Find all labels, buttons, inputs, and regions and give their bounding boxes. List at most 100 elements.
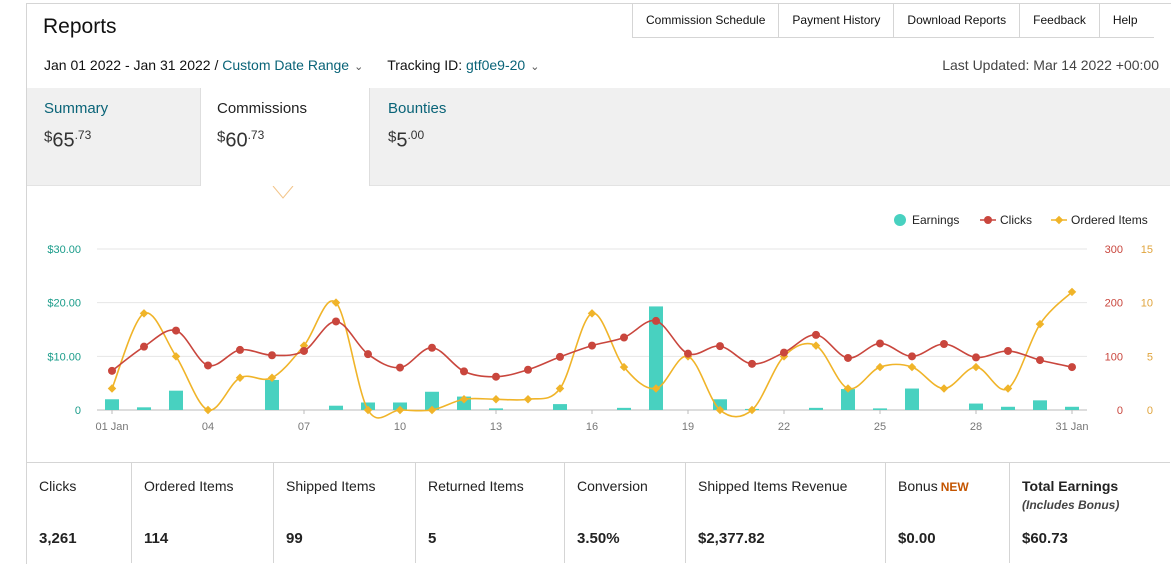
clicks-point (652, 316, 660, 325)
chevron-down-icon: ⌄ (354, 61, 364, 73)
y-left-tick-label: $30.00 (47, 244, 81, 256)
clicks-point (460, 367, 468, 376)
chevron-down-icon: ⌄ (530, 61, 540, 73)
earnings-bar (1033, 400, 1047, 410)
download-reports-link[interactable]: Download Reports (894, 3, 1021, 37)
y-right-items-tick-label: 15 (1141, 244, 1153, 256)
clicks-point (1004, 346, 1012, 355)
y-right-items-tick-label: 5 (1147, 351, 1153, 363)
clicks-point (204, 361, 212, 370)
stat-label: Clicks (39, 478, 77, 494)
stat-label: Conversion (577, 478, 648, 494)
clicks-point (908, 352, 916, 361)
commission-schedule-link[interactable]: Commission Schedule (633, 3, 780, 37)
ordered-items-point (523, 395, 533, 404)
earnings-bar (489, 408, 503, 410)
ordered-items-point (1035, 319, 1045, 329)
stats-row: Clicks 3,261 Ordered Items 114 Shipped I… (27, 462, 1170, 563)
clicks-point (588, 341, 596, 350)
ordered-items-point (235, 373, 245, 383)
tracking-id-label: Tracking ID: (387, 57, 463, 73)
clicks-point (812, 330, 820, 339)
clicks-point (492, 372, 500, 381)
clicks-point (1068, 363, 1076, 372)
earnings-bar (713, 399, 727, 410)
x-tick-label: 16 (586, 421, 598, 433)
stat-shipped-revenue: Shipped Items Revenue $2,377.82 (686, 463, 886, 563)
stat-value: 3,261 (39, 530, 77, 547)
legend-clicks-label: Clicks (1000, 213, 1032, 227)
x-tick-label: 10 (394, 421, 406, 433)
ordered-items-point (267, 373, 277, 383)
tab-label: Bounties (388, 100, 447, 117)
tab-amount: $60.73 (217, 128, 265, 152)
stat-conversion: Conversion 3.50% (565, 463, 686, 563)
tab-bounties[interactable]: Bounties $5.00 (372, 88, 544, 185)
stat-value: $0.00 (898, 530, 936, 547)
stat-returned-items: Returned Items 5 (416, 463, 565, 563)
earnings-bars (105, 306, 1079, 410)
ordered-items-point (395, 405, 405, 415)
ordered-items-point (107, 384, 117, 393)
x-tick-label: 28 (970, 421, 982, 433)
clicks-point (940, 339, 948, 348)
tab-commissions[interactable]: Commissions $60.73 (200, 88, 370, 186)
stat-shipped-items: Shipped Items 99 (274, 463, 416, 563)
stat-label: Total Earnings (1022, 478, 1119, 494)
custom-date-range-dropdown[interactable]: Custom Date Range ⌄ (222, 57, 364, 73)
clicks-point (748, 359, 756, 368)
ordered-items-point (747, 405, 757, 415)
chart-legend: Earnings Clicks Ordered Items (894, 213, 1148, 227)
y-left-tick-label: $20.00 (47, 298, 81, 310)
ordered-items-point (171, 352, 181, 361)
y-left-tick-label: 0 (75, 405, 81, 417)
ordered-items-point (939, 384, 949, 393)
y-right-clicks-tick-label: 0 (1117, 405, 1123, 417)
clicks-point (716, 342, 724, 351)
page-title: Reports (43, 15, 117, 38)
legend-items-label: Ordered Items (1071, 213, 1148, 227)
ordered-items-point (491, 395, 501, 404)
clicks-point (972, 353, 980, 362)
clicks-point (332, 317, 340, 326)
ordered-items-point (331, 298, 341, 307)
ordered-items-point (907, 362, 917, 372)
clicks-point (620, 333, 628, 342)
payment-history-link[interactable]: Payment History (779, 3, 895, 37)
earnings-bar (169, 390, 183, 410)
earnings-bar (873, 408, 887, 410)
earnings-bar (1065, 406, 1079, 410)
ordered-items-point (427, 405, 437, 415)
stat-label: Shipped Items Revenue (698, 478, 848, 494)
stat-label: Returned Items (428, 478, 524, 494)
clicks-point (1036, 356, 1044, 365)
clicks-point (172, 326, 180, 335)
earnings-bar (105, 399, 119, 410)
stat-value: 114 (144, 530, 169, 547)
tracking-id-dropdown[interactable]: gtf0e9-20 ⌄ (466, 57, 540, 73)
earnings-bar (969, 403, 983, 410)
tab-summary[interactable]: Summary $65.73 (27, 88, 199, 185)
top-links: Commission Schedule Payment History Down… (632, 3, 1154, 38)
earnings-bar (329, 405, 343, 410)
x-tick-label: 25 (874, 421, 886, 433)
chart-axes: $30.00 300 15$20.00 200 10$10.00 100 50 0 001 Ja… (47, 244, 1153, 433)
clicks-point (524, 365, 532, 374)
date-range-text: Jan 01 2022 - Jan 31 2022 / (44, 57, 219, 73)
help-link[interactable]: Help (1112, 13, 1138, 27)
stat-label: Shipped Items (286, 478, 376, 494)
earnings-bar (553, 404, 567, 410)
clicks-point (268, 351, 276, 360)
tab-amount: $5.00 (388, 128, 425, 152)
feedback-link[interactable]: Feedback (1020, 3, 1100, 37)
x-tick-label: 31 Jan (1055, 421, 1088, 433)
clicks-point (780, 348, 788, 357)
earnings-bar (425, 391, 439, 410)
stat-ordered-items: Ordered Items 114 (132, 463, 274, 563)
ordered-items-point (363, 405, 373, 415)
clicks-point (684, 349, 692, 358)
x-tick-label: 22 (778, 421, 790, 433)
legend-clicks-swatch (984, 216, 992, 224)
stat-label: Bonus NEW (898, 478, 969, 494)
ordered-items-point (971, 362, 981, 372)
